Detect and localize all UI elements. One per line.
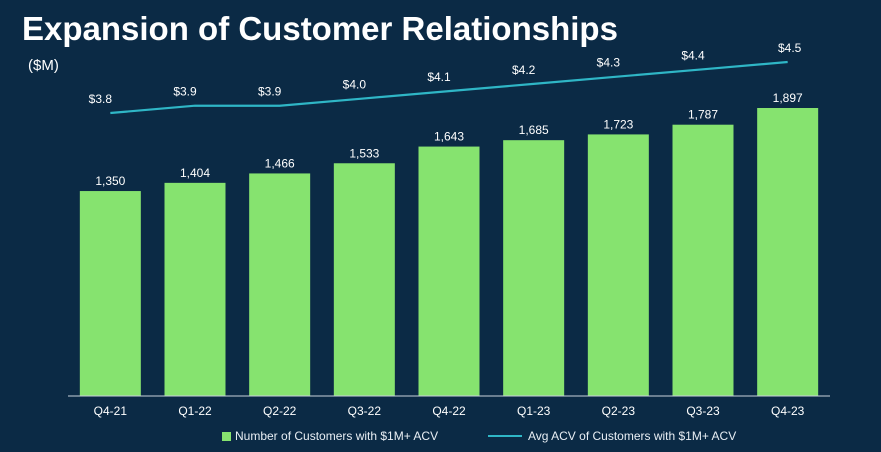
bar-q2-22	[249, 173, 311, 396]
legend-bar-label: Number of Customers with $1M+ ACV	[235, 429, 439, 443]
legend-item-bars: Number of Customers with $1M+ ACV	[222, 429, 438, 443]
bar-q4-23	[757, 108, 819, 396]
line-data-label: $4.0	[343, 77, 367, 91]
bar-data-label: 1,350	[95, 174, 125, 188]
bar-q4-21	[79, 191, 141, 396]
line-data-label: $4.1	[427, 70, 451, 84]
bar-data-label: 1,466	[265, 156, 295, 170]
bar-q1-23	[503, 140, 565, 396]
bar-data-label: 1,643	[434, 130, 464, 144]
bar-data-label: 1,723	[603, 117, 633, 131]
legend-bar-swatch-icon	[222, 431, 231, 441]
legend-line-label: Avg ACV of Customers with $1M+ ACV	[528, 429, 737, 443]
x-tick-label: Q4-22	[432, 404, 466, 418]
x-tick-label: Q3-23	[686, 404, 720, 418]
axis-layer: Q4-21 Q1-22 Q2-22 Q3-22 Q4-22 Q1-23 Q2-23 Q3-23…	[68, 395, 830, 418]
x-tick-label: Q2-23	[602, 404, 636, 418]
unit-label: ($M)	[28, 57, 59, 74]
x-tick-label: Q3-22	[348, 404, 382, 418]
line-data-label: $3.8	[89, 92, 113, 106]
page-title: Expansion of Customer Relationships	[22, 10, 618, 47]
bar-q3-23	[672, 124, 734, 397]
bar-data-label: 1,787	[688, 108, 718, 122]
bar-q2-23	[587, 134, 649, 396]
x-tick-label: Q2-22	[263, 404, 297, 418]
line-data-label: $4.5	[778, 41, 802, 55]
bar-q4-22	[418, 146, 480, 396]
line-data-label: $3.9	[258, 85, 282, 99]
bar-data-label: 1,897	[773, 91, 803, 105]
x-tick-label: Q1-22	[178, 404, 212, 418]
bar-q1-22	[164, 182, 226, 396]
avg-acv-line	[110, 60, 788, 115]
line-data-label: $4.3	[597, 56, 621, 70]
bar-q3-22	[333, 163, 395, 396]
bar-data-label: 1,404	[180, 166, 210, 180]
x-tick-label: Q4-23	[771, 404, 805, 418]
bars-layer: 1,350 1,404 1,466 1,533 1,643 1,685 1,723 1,787…	[79, 91, 819, 397]
legend-line-swatch-icon	[488, 435, 522, 437]
bar-data-label: 1,533	[349, 146, 379, 160]
x-tick-label: Q4-21	[94, 404, 128, 418]
line-data-label: $4.2	[512, 63, 536, 77]
x-tick-label: Q1-23	[517, 404, 551, 418]
bar-data-label: 1,685	[519, 123, 549, 137]
line-data-label: $4.4	[681, 48, 705, 62]
line-layer: $3.8 $3.9 $3.9 $4.0 $4.1 $4.2 $4.3 $4.4 $4.5	[89, 41, 802, 115]
line-data-label: $3.9	[173, 85, 197, 99]
legend-item-line: Avg ACV of Customers with $1M+ ACV	[488, 429, 736, 443]
